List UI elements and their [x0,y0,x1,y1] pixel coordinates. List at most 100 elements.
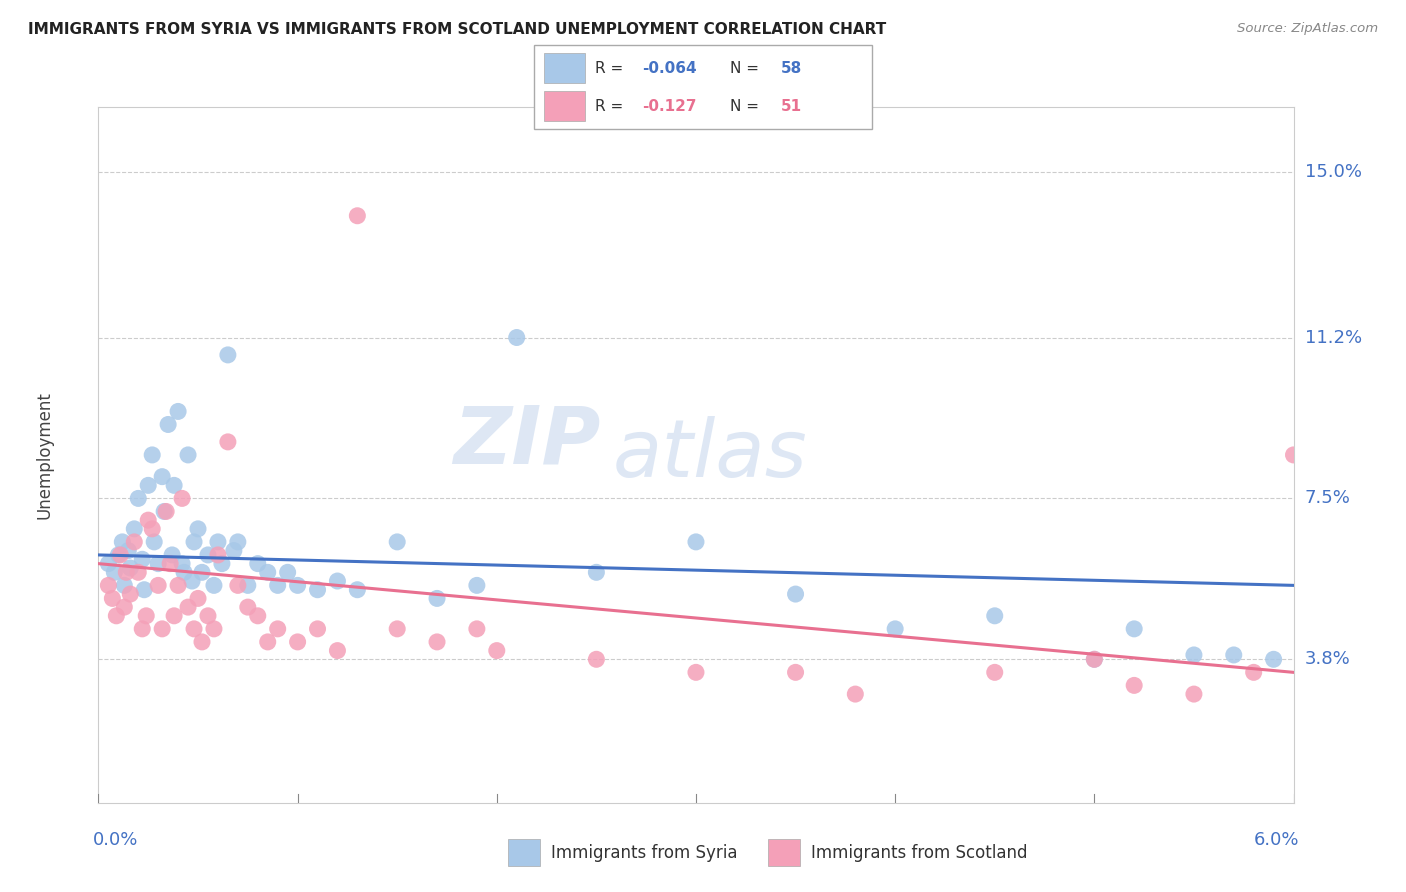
Point [97,578,120,592]
Point [202,622,225,636]
Point [1182,648,1205,662]
Point [236,600,259,615]
Point [207,548,229,562]
Point [183,534,205,549]
Point [135,608,157,623]
Point [181,574,204,588]
Point [112,600,135,615]
Point [287,578,309,592]
Text: R =: R = [595,61,628,76]
Point [485,643,508,657]
Point [124,522,146,536]
Text: 15.0%: 15.0% [1305,163,1361,181]
Text: 58: 58 [780,61,801,76]
Point [101,591,124,606]
Bar [544,54,585,83]
Point [844,687,866,701]
Point [585,652,607,666]
Point [246,608,269,623]
Point [685,534,707,549]
Point [127,491,149,506]
Text: -0.064: -0.064 [643,61,697,76]
Text: Source: ZipAtlas.com: Source: ZipAtlas.com [1237,22,1378,36]
Point [141,522,163,536]
Point [1282,448,1305,462]
Point [326,574,349,588]
Point [148,557,170,571]
Point [103,566,125,580]
Point [307,582,329,597]
Point [426,635,449,649]
Point [112,578,135,592]
Point [785,665,807,680]
Point [884,622,907,636]
Point [207,534,229,549]
Text: N =: N = [730,99,763,114]
Text: N =: N = [730,61,763,76]
Point [1083,652,1105,666]
Text: Immigrants from Scotland: Immigrants from Scotland [811,844,1028,862]
Text: 6.0%: 6.0% [1254,830,1299,848]
Point [150,622,173,636]
Point [163,608,186,623]
Point [506,330,529,344]
Text: IMMIGRANTS FROM SYRIA VS IMMIGRANTS FROM SCOTLAND UNEMPLOYMENT CORRELATION CHART: IMMIGRANTS FROM SYRIA VS IMMIGRANTS FROM… [28,22,886,37]
Point [172,557,194,571]
Point [105,608,128,623]
Point [127,566,149,580]
Point [1123,678,1146,692]
Point [222,543,245,558]
Point [143,534,166,549]
Point [217,434,239,449]
Point [197,608,219,623]
Point [177,448,200,462]
Point [136,478,159,492]
Point [163,478,186,492]
Text: 11.2%: 11.2% [1305,328,1362,346]
Point [226,578,249,592]
Point [177,600,200,615]
Point [160,548,183,562]
Point [465,578,488,592]
Text: 0.0%: 0.0% [93,830,138,848]
Point [197,548,219,562]
Point [1083,652,1105,666]
Point [167,578,190,592]
Text: 3.8%: 3.8% [1305,650,1350,668]
Point [120,587,142,601]
Point [217,348,239,362]
Point [134,582,156,597]
Point [1182,687,1205,701]
Point [1222,648,1246,662]
Point [141,448,163,462]
Text: ZIP: ZIP [453,402,600,480]
Point [148,578,170,592]
Point [267,622,290,636]
Point [1243,665,1265,680]
Point [153,504,176,518]
Text: -0.127: -0.127 [643,99,697,114]
Point [120,561,142,575]
Point [346,582,368,597]
Point [97,557,120,571]
Point [256,635,278,649]
Point [172,491,194,506]
Point [1263,652,1285,666]
Point [246,557,269,571]
Point [226,534,249,549]
Point [585,566,607,580]
Point [191,635,214,649]
Text: 51: 51 [780,99,801,114]
Point [167,404,190,418]
Point [426,591,449,606]
Point [155,504,177,518]
Text: Unemployment: Unemployment [35,391,53,519]
Point [150,469,173,483]
Text: atlas: atlas [612,416,807,494]
Bar [544,91,585,120]
Point [267,578,290,592]
Point [385,534,409,549]
Point [236,578,259,592]
Point [465,622,488,636]
Point [110,548,132,562]
